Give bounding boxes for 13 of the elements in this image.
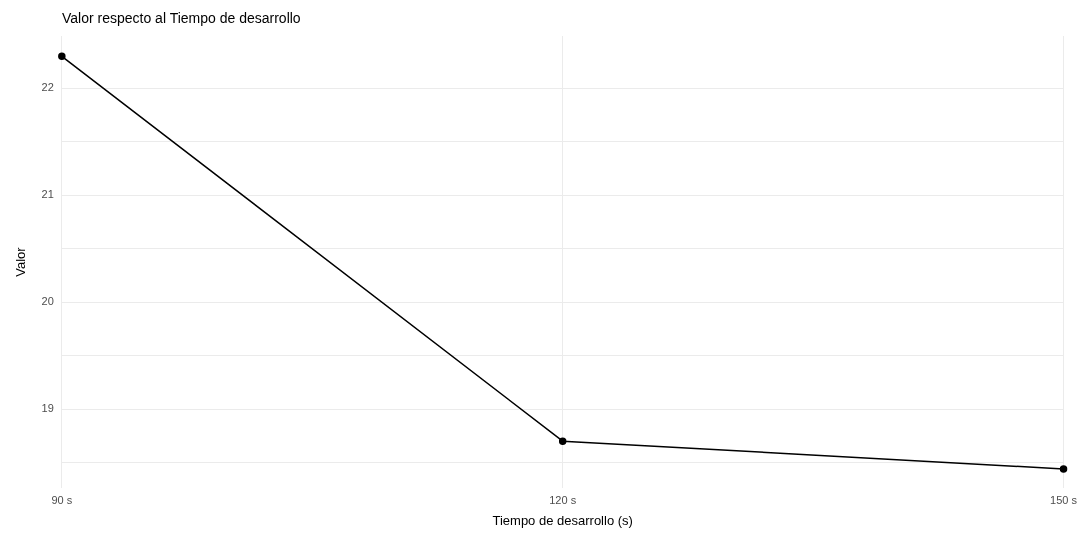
point bbox=[58, 52, 66, 61]
chart-title: Valor respecto al Tiempo de desarrollo bbox=[62, 10, 301, 26]
y-axis-title: Valor bbox=[13, 246, 29, 277]
point bbox=[1059, 465, 1068, 473]
x-axis-title: Tiempo de desarrollo (s) bbox=[492, 512, 633, 528]
x-tick-label: 90 s bbox=[51, 493, 73, 506]
y-tick-label: 19 bbox=[41, 402, 54, 415]
x-tick-label: 120 s bbox=[549, 493, 577, 506]
y-tick-label: 22 bbox=[41, 81, 54, 94]
x-tick-label: 150 s bbox=[1050, 493, 1078, 506]
point bbox=[558, 437, 567, 445]
y-tick-label: 20 bbox=[41, 295, 54, 308]
y-tick-label: 21 bbox=[41, 188, 54, 201]
